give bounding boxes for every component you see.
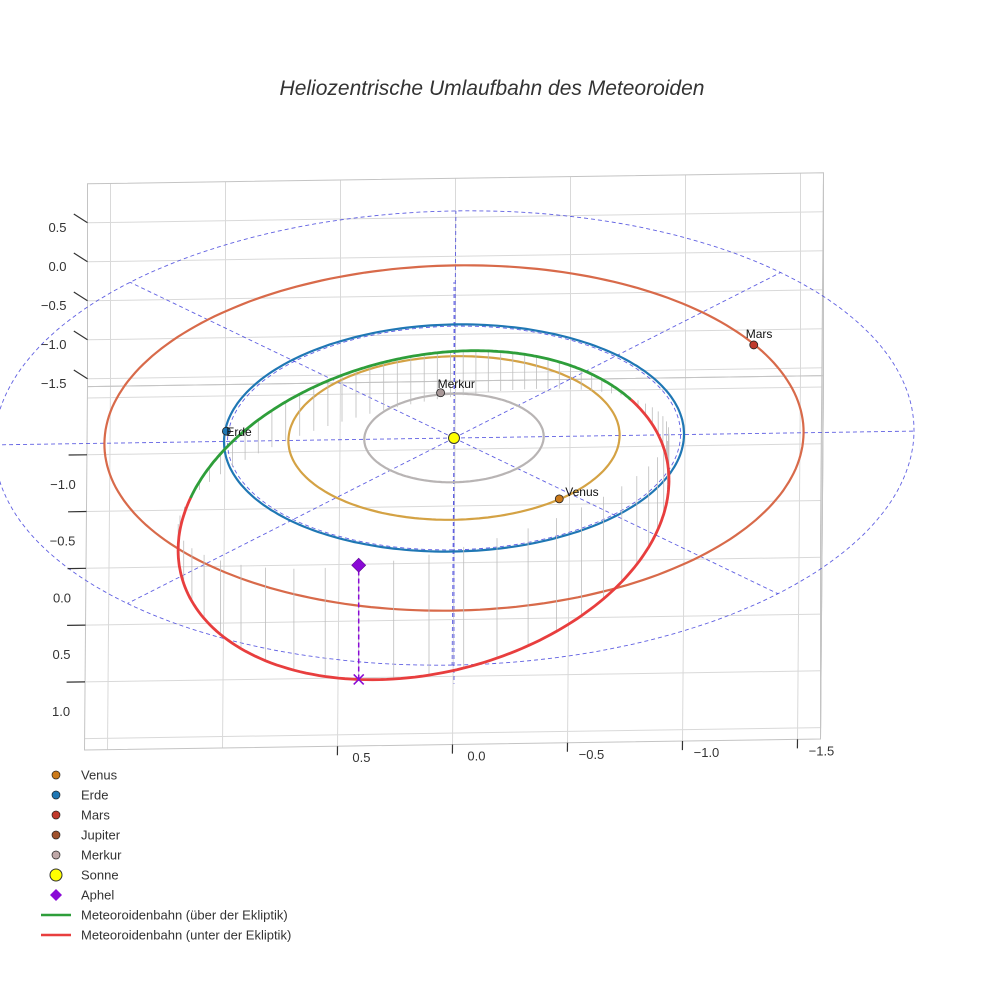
z-tick-label: −1.0 <box>41 337 67 352</box>
z-tick-mark <box>73 330 88 341</box>
axis-tick-labels: −1.0 −0.5 0.0 0.5 1.0 −1.5 −1.0 −0.5 0.0 0.5 −1.5 −… <box>41 213 835 765</box>
meteoroid-orbit-below <box>176 397 671 682</box>
grid-line <box>337 382 341 747</box>
planet-label-venus: Venus <box>565 485 598 499</box>
legend-marker <box>49 868 63 882</box>
aphelion-marker-x <box>353 673 365 686</box>
x-tick-label: −1.0 <box>50 477 76 492</box>
legend-marker <box>51 850 61 860</box>
x-tick-label: 0.0 <box>53 590 71 605</box>
legend-label: Meteoroidenbahn (unter der Ekliptik) <box>81 928 291 943</box>
meteoroid-orbit-above <box>486 349 632 401</box>
planet-label-mars: Mars <box>746 327 773 341</box>
grid-line <box>87 367 824 380</box>
ecliptic-reference-ray <box>453 437 779 595</box>
legend-marker <box>51 770 61 780</box>
orbit-erde <box>222 323 686 553</box>
legend-marker <box>50 889 62 901</box>
pane-floor <box>83 375 825 751</box>
aphelion-marker <box>351 557 367 573</box>
planet-label-erde: Erde <box>226 425 252 439</box>
z-tick-mark <box>73 252 88 263</box>
grid-line <box>87 250 824 263</box>
chart-markers: Venus Erde Mars Merkur <box>221 327 773 686</box>
z-tick-label: −1.5 <box>41 376 67 391</box>
legend-label: Sonne <box>81 868 119 883</box>
meteoroid-stems <box>177 350 670 680</box>
x-tick-label: 0.5 <box>52 647 70 662</box>
x-tick-label: 1.0 <box>52 704 70 719</box>
y-tick-label: −0.5 <box>579 747 605 762</box>
grid-line <box>567 379 571 743</box>
z-tick-label: 0.5 <box>48 220 66 235</box>
planet-orbits <box>103 264 805 612</box>
y-tick-label: 0.0 <box>467 748 485 763</box>
legend-label: Jupiter <box>81 828 121 843</box>
grid-line <box>682 377 686 742</box>
ecliptic-reference-ray <box>129 281 455 439</box>
meteoroid-orbit <box>176 349 671 682</box>
z-tick-mark <box>73 291 88 302</box>
orbit-venus <box>287 355 621 521</box>
grid-line <box>87 328 824 341</box>
grid-line <box>797 375 801 740</box>
legend-label: Mars <box>81 808 110 823</box>
meteoroid-orbit-above <box>189 349 490 499</box>
legend-label: Meteoroidenbahn (über der Ekliptik) <box>81 908 288 923</box>
sun-marker <box>448 432 460 444</box>
planet-label-merkur: Merkur <box>438 377 475 391</box>
y-tick-label: −1.5 <box>809 743 835 758</box>
legend: Venus Erde Mars Jupiter Merkur Sonne Aphel Mete… <box>41 768 291 943</box>
ecliptic-reference-lines <box>0 210 915 684</box>
planet-marker-erde <box>221 426 231 436</box>
legend-label: Venus <box>81 768 118 783</box>
grid-line <box>107 386 111 750</box>
orbit-mars <box>103 264 805 612</box>
legend-label: Aphel <box>81 888 114 903</box>
legend-label: Merkur <box>81 848 122 863</box>
y-tick-label: −1.0 <box>694 745 720 760</box>
z-tick-mark <box>73 369 88 380</box>
planet-marker-mars <box>749 340 759 350</box>
legend-label: Erde <box>81 788 108 803</box>
earth-reference-ring <box>227 325 681 551</box>
legend-marker <box>51 810 61 820</box>
legend-marker <box>51 790 61 800</box>
chart-title: Heliozentrische Umlaufbahn des Meteoroid… <box>280 77 705 100</box>
planet-marker-venus <box>554 494 564 504</box>
planet-marker-merkur <box>436 388 445 398</box>
orbit-merkur <box>363 392 545 484</box>
z-tick-label: 0.0 <box>48 259 66 274</box>
z-tick-label: −0.5 <box>41 298 67 313</box>
legend-marker <box>51 830 61 840</box>
y-tick-label: 0.5 <box>352 750 370 765</box>
z-tick-mark <box>73 213 88 224</box>
x-tick-label: −0.5 <box>50 534 76 549</box>
